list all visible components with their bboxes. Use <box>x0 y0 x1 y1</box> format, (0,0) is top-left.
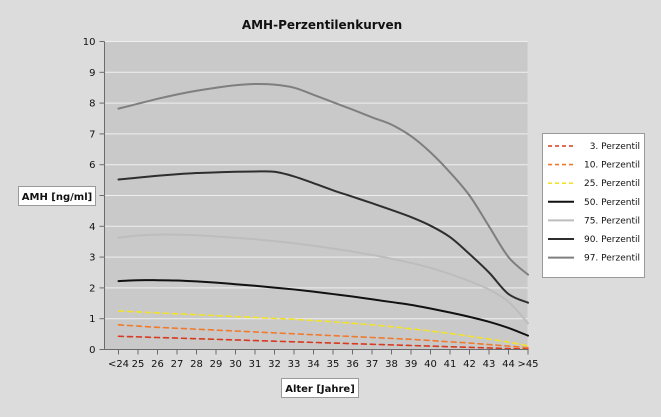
y-tick-label: 9 <box>89 68 95 79</box>
y-axis-label-box <box>18 186 96 206</box>
series-line-1 <box>117 335 529 350</box>
x-tick-label: <24 <box>108 359 129 370</box>
legend-label-3: 25. Perzentil <box>584 179 640 189</box>
x-tick-label: 31 <box>249 359 262 370</box>
y-tick-label: 7 <box>89 129 95 140</box>
legend-label-7: 97. Perzentil <box>584 254 640 264</box>
x-tick-label: 26 <box>151 359 164 370</box>
legend-label-6: 90. Perzentil <box>584 235 640 245</box>
y-tick-label: 4 <box>89 222 95 233</box>
legend-label-4: 50. Perzentil <box>584 198 640 208</box>
y-tick-label: 0 <box>89 345 95 356</box>
legend-label-2: 10. Perzentil <box>584 161 640 171</box>
series-line-4 <box>117 279 529 337</box>
x-tick-label: 42 <box>463 359 476 370</box>
x-tick-label: 29 <box>210 359 223 370</box>
x-tick-label: 35 <box>327 359 340 370</box>
legend: 3. Perzentil 10. Perzentil 25. Perzentil 50… <box>542 133 645 278</box>
legend-label-5: 75. Perzentil <box>584 216 640 226</box>
x-tick-label: 27 <box>171 359 184 370</box>
y-tick-label: 2 <box>89 283 95 294</box>
chart-title: AMH-Perzentilenkurven <box>242 18 402 32</box>
series-line-3 <box>117 310 529 347</box>
x-tick-label: >45 <box>517 359 538 370</box>
series-line-5 <box>117 233 529 325</box>
series-line-2 <box>117 324 529 349</box>
x-tick-label: 37 <box>366 359 379 370</box>
series-line-7 <box>117 82 529 276</box>
x-tick-label: 36 <box>346 359 359 370</box>
x-tick-label: 34 <box>307 359 320 370</box>
x-axis-label-box <box>281 378 359 398</box>
x-tick-label: 40 <box>424 359 437 370</box>
x-tick-label: 25 <box>132 359 145 370</box>
y-tick-label: 8 <box>89 99 95 110</box>
x-tick-label: 28 <box>190 359 203 370</box>
x-tick-label: 33 <box>288 359 301 370</box>
y-tick-label: 6 <box>89 160 95 171</box>
y-axis-label: AMH [ng/ml] <box>22 192 92 203</box>
x-axis-label: Alter [Jahre] <box>285 384 355 395</box>
y-tick-label: 1 <box>89 314 95 325</box>
x-tick-label: 43 <box>483 359 496 370</box>
series-line-6 <box>117 170 529 304</box>
series-lines <box>117 82 529 350</box>
gridlines <box>104 41 528 320</box>
x-tick-label: 32 <box>268 359 281 370</box>
legend-box <box>542 133 645 278</box>
y-tick-label: 10 <box>83 37 96 48</box>
y-tick-label: 3 <box>89 253 95 264</box>
legend-label-1: 3. Perzentil <box>590 142 640 152</box>
x-tick-label: 30 <box>229 359 242 370</box>
x-tick-label: 39 <box>405 359 418 370</box>
x-tick-label: 44 <box>502 359 515 370</box>
x-ticks: <24 25 26 27 28 29 30 31 32 33 34 35 36 37 38 39 40 41 42 4… <box>108 349 539 370</box>
x-tick-label: 41 <box>444 359 457 370</box>
x-tick-label: 38 <box>385 359 398 370</box>
